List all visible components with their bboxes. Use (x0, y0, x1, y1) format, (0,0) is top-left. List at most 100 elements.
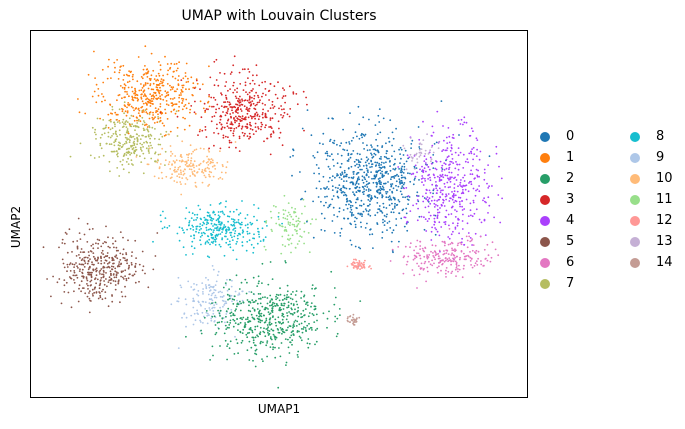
scatter-point (174, 166, 177, 169)
scatter-point (246, 93, 249, 96)
scatter-point (368, 209, 371, 211)
scatter-point (338, 176, 341, 179)
scatter-point (419, 168, 421, 171)
scatter-point (270, 135, 272, 138)
scatter-point (159, 68, 162, 71)
scatter-point (122, 155, 125, 158)
scatter-point (253, 95, 256, 97)
scatter-point (380, 164, 382, 166)
scatter-point (461, 209, 464, 211)
scatter-point (434, 258, 436, 261)
scatter-point (146, 141, 149, 144)
scatter-point (431, 195, 434, 198)
scatter-point (241, 115, 244, 118)
legend-item: 4 (540, 210, 574, 231)
scatter-point (171, 153, 174, 155)
scatter-point (347, 217, 349, 220)
scatter-point (219, 147, 222, 150)
scatter-point (127, 130, 130, 133)
scatter-point (469, 256, 472, 259)
scatter-point (111, 105, 114, 108)
scatter-point (241, 299, 244, 302)
scatter-point (207, 241, 210, 244)
scatter-point (291, 343, 293, 346)
scatter-point (283, 89, 286, 91)
scatter-point (282, 308, 285, 310)
scatter-point (208, 147, 211, 150)
scatter-point (397, 175, 400, 178)
scatter-point (212, 310, 215, 312)
scatter-point (338, 210, 341, 213)
scatter-point (443, 139, 445, 142)
scatter-point (113, 276, 116, 279)
scatter-point (451, 176, 453, 179)
scatter-point (281, 225, 284, 228)
scatter-point (156, 98, 158, 101)
scatter-point (437, 147, 440, 150)
scatter-point (399, 146, 402, 149)
scatter-point (261, 227, 264, 230)
scatter-point (234, 119, 236, 122)
scatter-point (122, 118, 125, 121)
scatter-point (211, 219, 213, 222)
scatter-point (146, 163, 149, 166)
scatter-point (403, 168, 406, 171)
scatter-point (265, 221, 267, 224)
scatter-point (225, 229, 227, 231)
legend-label: 8 (656, 129, 665, 144)
scatter-point (259, 321, 262, 324)
scatter-point (224, 114, 227, 117)
scatter-point (428, 189, 431, 192)
scatter-point (443, 182, 446, 185)
scatter-point (212, 312, 215, 315)
scatter-point (352, 176, 355, 179)
scatter-point (124, 96, 126, 99)
scatter-point (454, 167, 457, 170)
scatter-point (212, 218, 215, 220)
scatter-point (178, 96, 181, 99)
scatter-point (435, 228, 438, 231)
scatter-point (331, 179, 333, 182)
scatter-point (265, 344, 268, 347)
scatter-point (460, 241, 463, 244)
scatter-point (297, 223, 300, 225)
scatter-point (264, 126, 266, 129)
scatter-point (222, 228, 224, 231)
scatter-point (210, 171, 213, 174)
scatter-point (260, 340, 262, 343)
scatter-point (172, 98, 174, 100)
scatter-point (120, 275, 122, 278)
scatter-point (445, 193, 447, 196)
scatter-point (150, 52, 153, 55)
scatter-point (92, 252, 95, 255)
scatter-point (185, 207, 188, 209)
scatter-point (232, 229, 235, 231)
scatter-point (216, 274, 219, 277)
scatter-point (261, 358, 263, 360)
scatter-point (148, 125, 151, 127)
scatter-point (398, 168, 400, 170)
scatter-point (352, 261, 355, 263)
scatter-point (234, 95, 237, 98)
scatter-point (159, 82, 161, 85)
scatter-point (190, 168, 193, 171)
scatter-point (230, 71, 233, 74)
scatter-point (100, 255, 102, 258)
scatter-point (222, 286, 225, 289)
scatter-point (303, 314, 306, 316)
scatter-point (447, 186, 450, 189)
scatter-point (196, 309, 199, 312)
scatter-point (385, 192, 388, 195)
scatter-point (346, 207, 349, 210)
scatter-point (269, 301, 271, 304)
scatter-point (111, 237, 114, 239)
scatter-point (159, 98, 162, 100)
scatter-point (124, 90, 126, 93)
scatter-point (205, 287, 208, 290)
scatter-point (99, 292, 101, 294)
scatter-point (360, 262, 363, 265)
scatter-point (428, 260, 430, 263)
scatter-point (152, 268, 155, 271)
scatter-point (358, 163, 361, 166)
scatter-point (232, 132, 235, 135)
